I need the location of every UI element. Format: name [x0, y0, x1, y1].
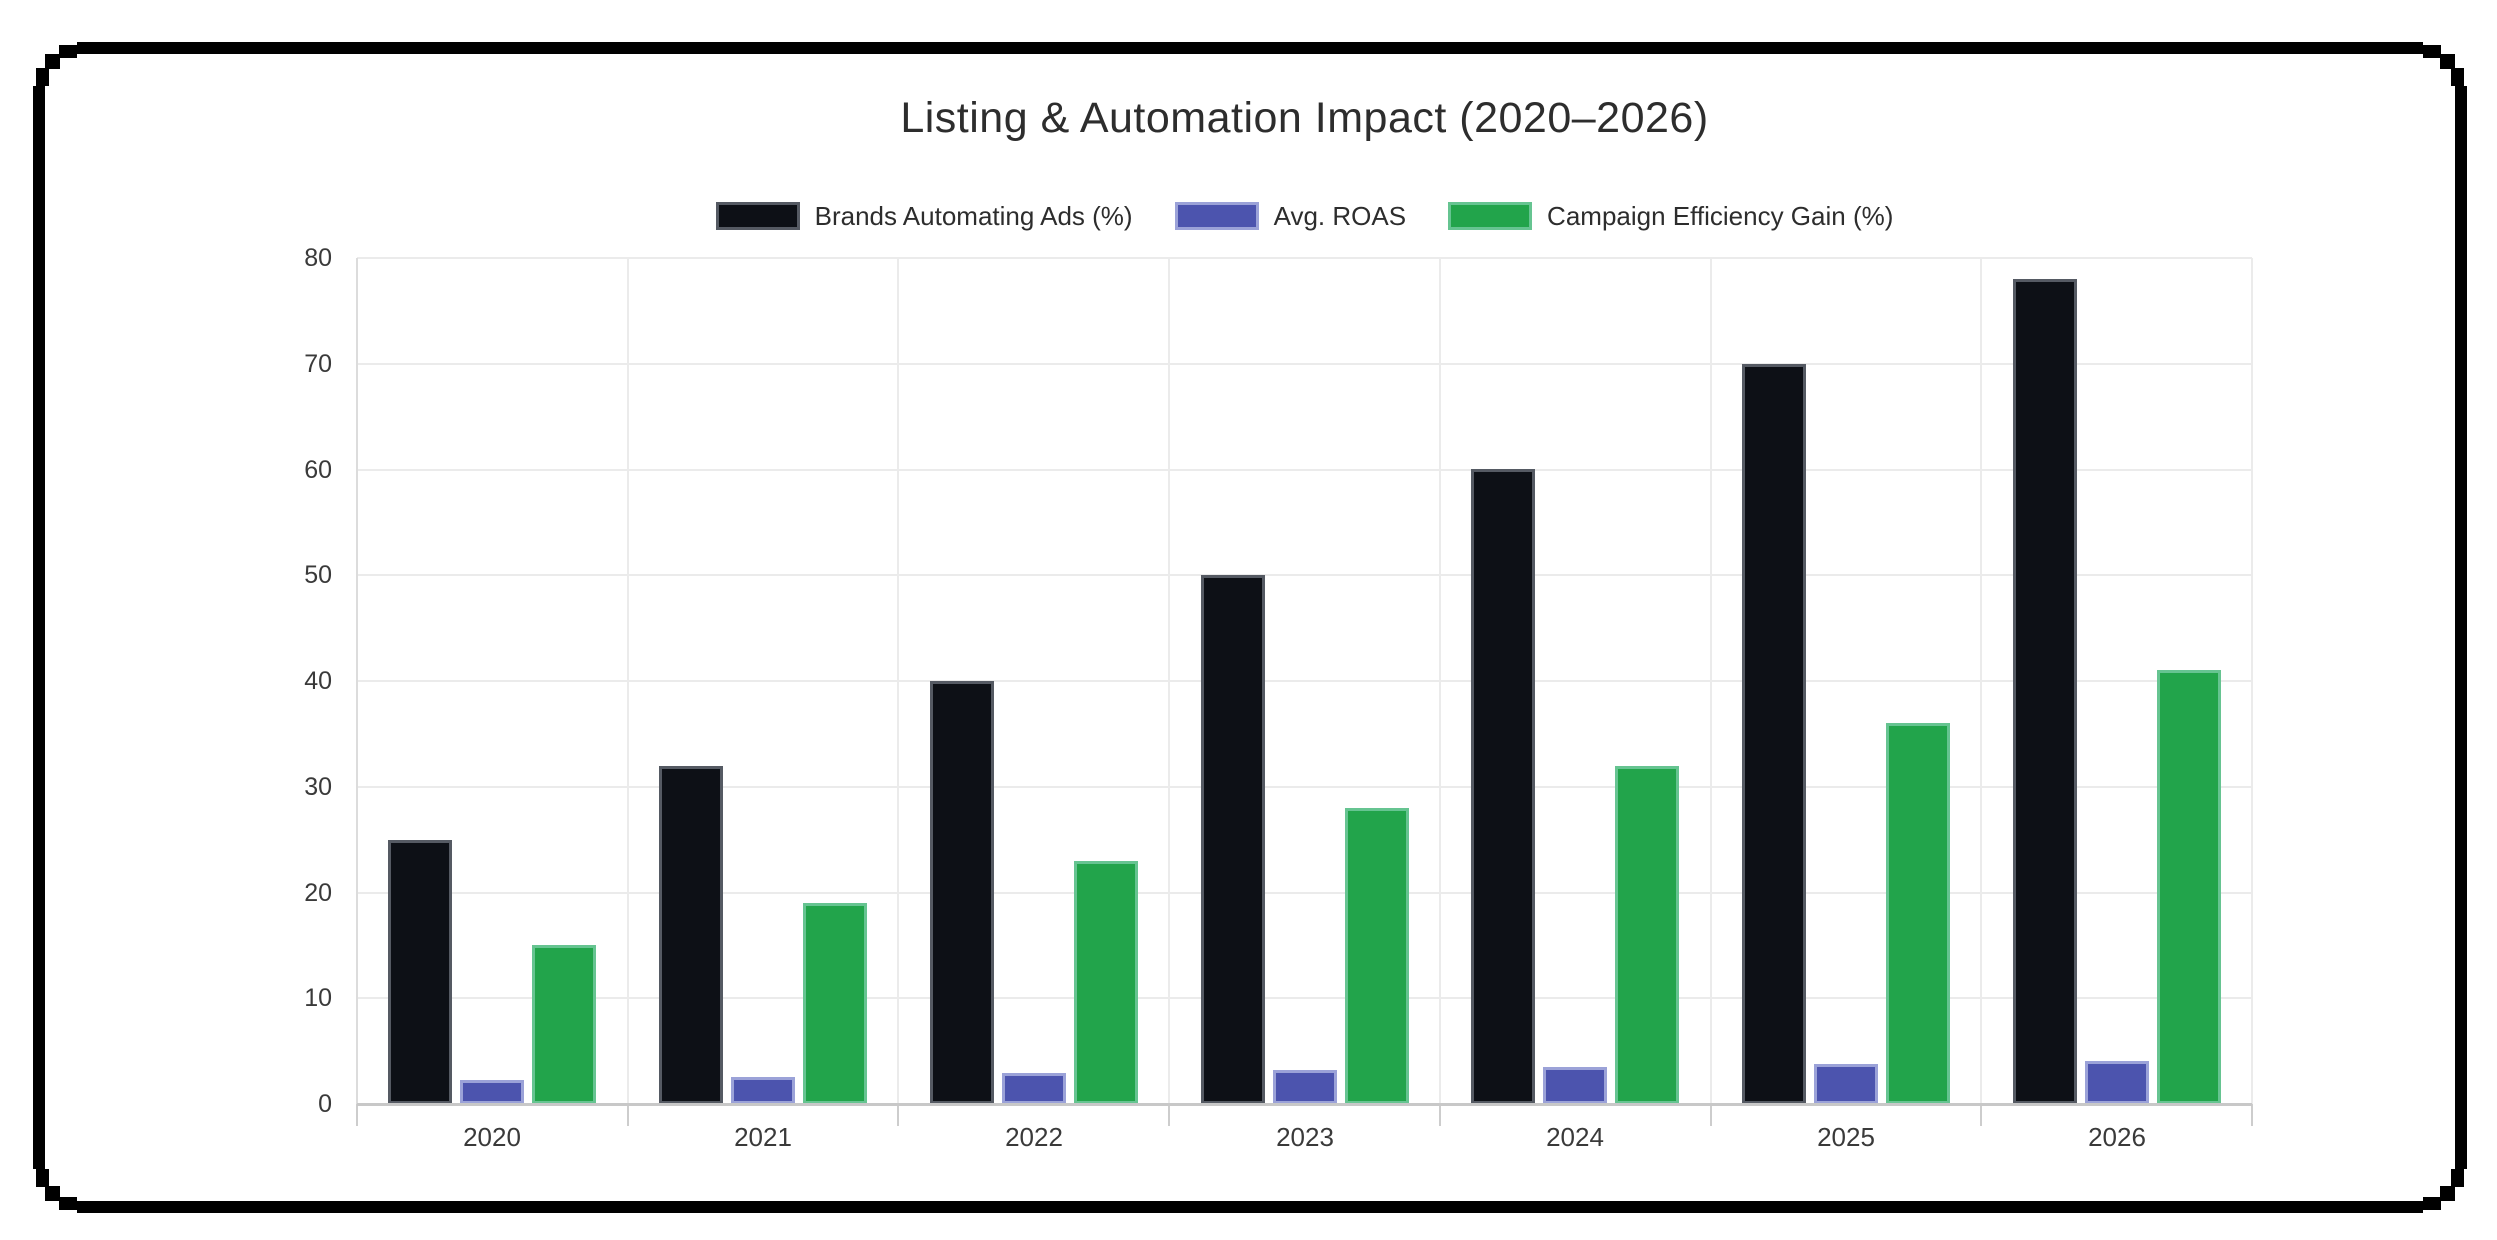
x-axis-tick-mark: [1168, 1104, 1170, 1126]
legend-label-avg-roas: Avg. ROAS: [1273, 201, 1407, 231]
x-axis-tick-label: 2020: [463, 1122, 521, 1152]
bar-2024-campaign-efficiency-gain: [1615, 766, 1679, 1104]
gridline-vertical: [627, 258, 629, 1104]
bar-2020-avg-roas: [460, 1080, 524, 1104]
legend-label-campaign-efficiency-gain: Campaign Efficiency Gain (%): [1547, 201, 1894, 231]
gridline-horizontal: [357, 997, 2252, 999]
gridline-vertical: [1439, 258, 1441, 1104]
bar-2026-brands-automating-ads: [2013, 279, 2077, 1104]
legend-swatch-brands-automating-ads: [715, 202, 800, 230]
gridline-vertical: [1710, 258, 1712, 1104]
bar-2020-campaign-efficiency-gain: [532, 945, 596, 1104]
bar-2025-campaign-efficiency-gain: [1886, 723, 1950, 1104]
bar-2021-brands-automating-ads: [659, 766, 723, 1104]
gridline-horizontal: [357, 680, 2252, 682]
gridline-horizontal: [357, 786, 2252, 788]
bar-2025-brands-automating-ads: [1742, 364, 1806, 1104]
x-axis-line: [357, 1103, 2252, 1106]
bar-2021-campaign-efficiency-gain: [803, 903, 867, 1104]
bar-2022-avg-roas: [1002, 1073, 1066, 1104]
chart-title: Listing & Automation Impact (2020–2026): [900, 94, 1709, 142]
x-axis-tick-mark: [2251, 1104, 2253, 1126]
gridline-horizontal: [357, 257, 2252, 259]
x-axis-tick-mark: [1439, 1104, 1441, 1126]
legend-item-avg-roas: Avg. ROAS: [1174, 201, 1407, 231]
legend-item-campaign-efficiency-gain: Campaign Efficiency Gain (%): [1448, 202, 1893, 230]
bar-2026-avg-roas: [2085, 1061, 2149, 1104]
x-axis-tick-label: 2026: [2088, 1122, 2146, 1152]
x-axis-tick-mark: [897, 1104, 899, 1126]
gridline-horizontal: [357, 892, 2252, 894]
bar-2023-campaign-efficiency-gain: [1345, 808, 1409, 1104]
gridline-vertical: [1980, 258, 1982, 1104]
y-axis-line: [356, 258, 358, 1104]
bar-2023-avg-roas: [1273, 1070, 1337, 1104]
gridline-vertical: [1168, 258, 1170, 1104]
y-axis-tick-label: 40: [304, 667, 332, 695]
gridline-vertical: [2251, 258, 2253, 1104]
gridline-horizontal: [357, 363, 2252, 365]
bar-2025-avg-roas: [1814, 1064, 1878, 1104]
x-axis-tick-mark: [1710, 1104, 1712, 1126]
bar-2023-brands-automating-ads: [1201, 575, 1265, 1104]
y-axis-tick-label: 50: [304, 561, 332, 589]
y-axis-tick-label: 70: [304, 350, 332, 378]
bar-2021-avg-roas: [731, 1077, 795, 1104]
gridline-horizontal: [357, 469, 2252, 471]
y-axis-tick-label: 0: [318, 1090, 332, 1118]
x-axis-tick-label: 2023: [1276, 1122, 1334, 1152]
x-axis-tick-mark: [1980, 1104, 1982, 1126]
gridline-horizontal: [357, 574, 2252, 576]
bar-2020-brands-automating-ads: [388, 840, 452, 1104]
gridline-vertical: [897, 258, 899, 1104]
chart-legend: Brands Automating Ads (%) Avg. ROAS Camp…: [357, 202, 2252, 230]
y-axis-tick-label: 30: [304, 773, 332, 801]
bar-2026-campaign-efficiency-gain: [2157, 670, 2221, 1104]
x-axis-tick-label: 2025: [1817, 1122, 1875, 1152]
y-axis-tick-label: 20: [304, 879, 332, 907]
x-axis-tick-mark: [627, 1104, 629, 1126]
legend-label-brands-automating-ads: Brands Automating Ads (%): [814, 201, 1133, 231]
legend-swatch-avg-roas: [1174, 202, 1259, 230]
y-axis-tick-label: 80: [304, 244, 332, 272]
bar-2024-avg-roas: [1543, 1067, 1607, 1104]
y-axis-tick-label: 60: [304, 456, 332, 484]
legend-swatch-campaign-efficiency-gain: [1448, 202, 1533, 230]
x-axis-tick-label: 2022: [1005, 1122, 1063, 1152]
bar-2022-campaign-efficiency-gain: [1074, 861, 1138, 1104]
x-axis-tick-mark: [356, 1104, 358, 1126]
bar-2024-brands-automating-ads: [1471, 469, 1535, 1104]
bar-2022-brands-automating-ads: [930, 681, 994, 1104]
x-axis-tick-label: 2024: [1546, 1122, 1604, 1152]
x-axis-tick-label: 2021: [734, 1122, 792, 1152]
legend-item-brands-automating-ads: Brands Automating Ads (%): [715, 201, 1133, 231]
y-axis-tick-label: 10: [304, 984, 332, 1012]
